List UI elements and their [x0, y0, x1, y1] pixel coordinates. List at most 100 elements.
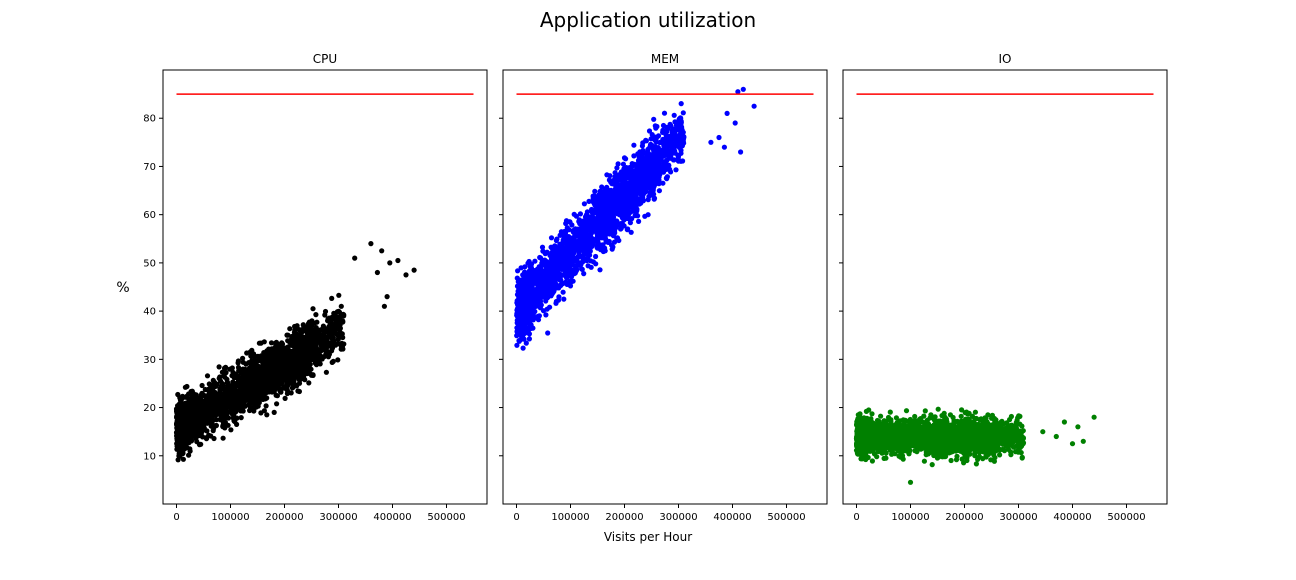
x-tick-label: 500000 — [427, 512, 465, 523]
scatter-point — [341, 312, 346, 317]
scatter-point — [681, 130, 686, 135]
scatter-point — [332, 342, 337, 347]
scatter-point — [302, 377, 307, 382]
scatter-point — [660, 130, 665, 135]
x-tick-label: 200000 — [265, 512, 303, 523]
scatter-point — [222, 414, 227, 419]
scatter-point — [671, 157, 676, 162]
scatter-point — [564, 276, 569, 281]
scatter-point — [191, 403, 196, 408]
scatter-point — [194, 435, 199, 440]
scatter-point — [229, 373, 234, 378]
scatter-point — [313, 312, 318, 317]
y-tick-label: 40 — [143, 307, 156, 318]
scatter-point — [199, 426, 204, 431]
scatter-point-outlier — [375, 270, 380, 275]
scatter-point — [301, 322, 306, 327]
scatter-point — [636, 219, 641, 224]
scatter-point — [631, 143, 636, 148]
scatter-point — [182, 401, 187, 406]
scatter-point — [270, 376, 275, 381]
scatter-point — [189, 389, 194, 394]
scatter-point — [515, 325, 520, 330]
scatter-point — [283, 396, 288, 401]
scatter-point — [176, 457, 181, 462]
scatter-point — [321, 333, 326, 338]
scatter-point — [290, 375, 295, 380]
scatter-point — [601, 197, 606, 202]
y-tick-label: 20 — [143, 403, 156, 414]
scatter-point — [586, 263, 591, 268]
scatter-point — [335, 357, 340, 362]
scatter-point — [640, 195, 645, 200]
scatter-point — [634, 208, 639, 213]
figure-title: Application utilization — [540, 8, 756, 32]
scatter-point — [214, 401, 219, 406]
scatter-point — [592, 194, 597, 199]
scatter-point — [607, 177, 612, 182]
x-tick-label: 100000 — [211, 512, 249, 523]
scatter-point — [278, 343, 283, 348]
scatter-point — [211, 378, 216, 383]
scatter-point — [564, 241, 569, 246]
scatter-point — [586, 199, 591, 204]
scatter-point — [592, 189, 597, 194]
scatter-point — [527, 336, 532, 341]
scatter-point — [289, 366, 294, 371]
scatter-point — [681, 110, 686, 115]
y-tick-label: 10 — [143, 451, 156, 462]
scatter-point — [678, 148, 683, 153]
scatter-point-outlier — [395, 258, 400, 263]
scatter-point — [296, 337, 301, 342]
scatter-point — [227, 367, 232, 372]
scatter-point — [543, 251, 548, 256]
scatter-point — [328, 328, 333, 333]
scatter-point-outlier — [368, 241, 373, 246]
scatter-point — [282, 385, 287, 390]
scatter-point — [226, 423, 231, 428]
scatter-point — [228, 427, 233, 432]
scatter-point — [256, 366, 261, 371]
scatter-point — [234, 399, 239, 404]
scatter-point — [249, 358, 254, 363]
scatter-point — [273, 367, 278, 372]
scatter-point — [666, 135, 671, 140]
scatter-point — [310, 306, 315, 311]
scatter-point — [657, 188, 662, 193]
x-tick-label: 300000 — [319, 512, 357, 523]
scatter-point — [285, 346, 290, 351]
panel-title: CPU — [313, 52, 337, 66]
scatter-point — [295, 323, 300, 328]
scatter-point — [253, 386, 258, 391]
scatter-point-outlier — [387, 260, 392, 265]
scatter-point — [214, 417, 219, 422]
scatter-point — [306, 380, 311, 385]
scatter-point — [238, 400, 243, 405]
scatter-point — [211, 428, 216, 433]
scatter-point — [241, 360, 246, 365]
scatter-point — [340, 344, 345, 349]
scatter-point — [335, 309, 340, 314]
y-tick-label: 60 — [143, 210, 156, 221]
scatter-point — [261, 371, 266, 376]
scatter-point — [259, 394, 264, 399]
scatter-point — [672, 119, 677, 124]
scatter-point — [570, 268, 575, 273]
scatter-point — [205, 373, 210, 378]
scatter-point — [220, 423, 225, 428]
scatter-point — [257, 341, 262, 346]
scatter-point — [258, 387, 263, 392]
scatter-point — [284, 375, 289, 380]
panel-title: MEM — [651, 52, 679, 66]
scatter-point-outlier — [385, 294, 390, 299]
shared-y-label: % — [116, 280, 129, 296]
scatter-point — [247, 370, 252, 375]
scatter-point — [200, 434, 205, 439]
scatter-point — [549, 235, 554, 240]
scatter-point — [295, 348, 300, 353]
scatter-point — [642, 214, 647, 219]
scatter-point — [569, 274, 574, 279]
scatter-point — [241, 408, 246, 413]
